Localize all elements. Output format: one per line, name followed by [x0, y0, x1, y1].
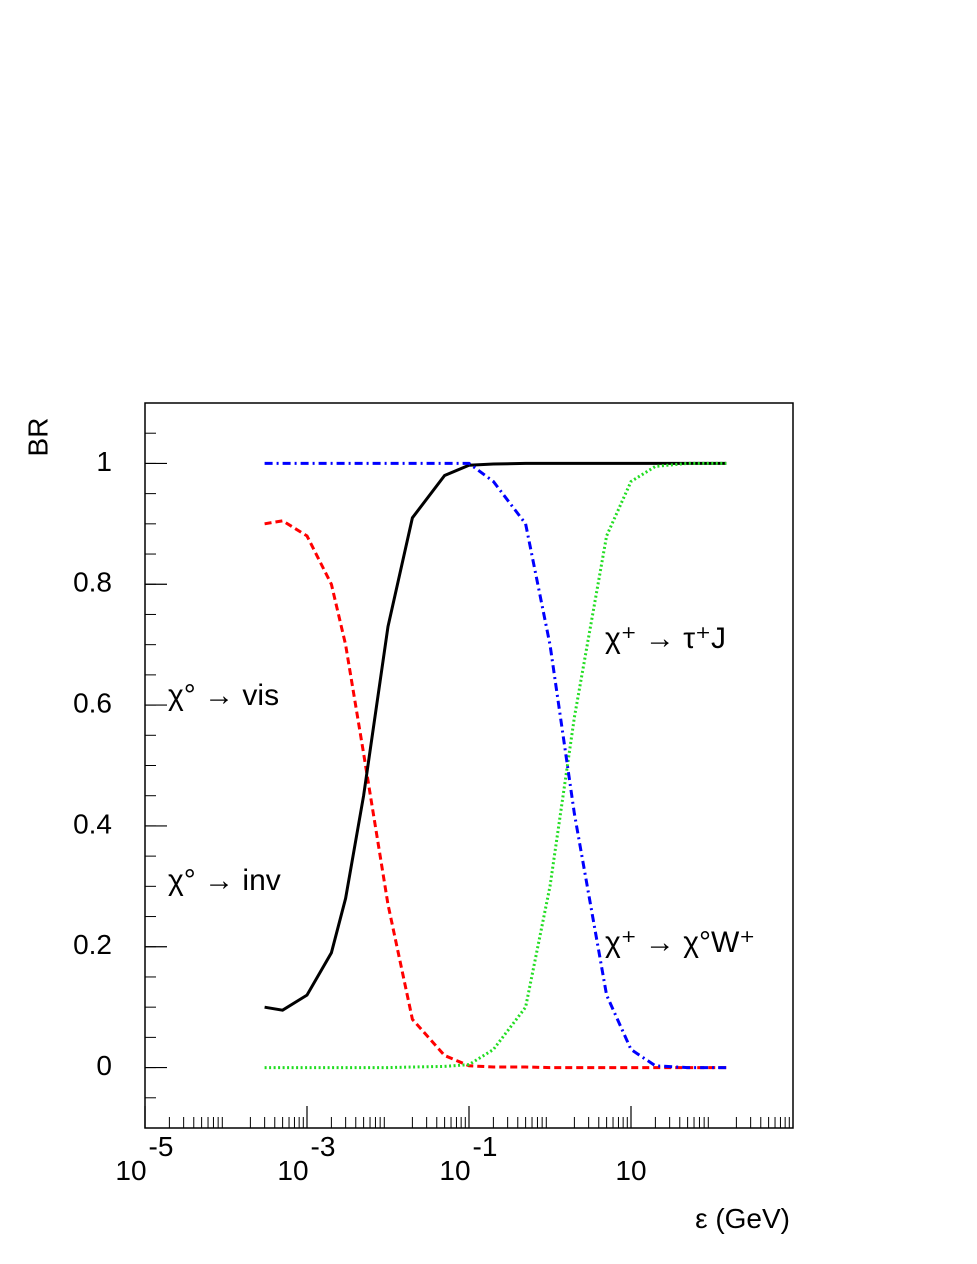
plot-frame	[144, 402, 794, 1129]
y-tick-label: 0.4	[73, 808, 112, 839]
x-tick-exponent: -1	[473, 1131, 498, 1162]
y-tick-label: 0.6	[73, 687, 112, 718]
y-tick-label: 0.8	[73, 567, 112, 598]
x-tick-label: 10	[615, 1155, 646, 1186]
x-tick-label: 10	[115, 1155, 146, 1186]
y-axis-label: BR	[22, 418, 53, 457]
y-tick-label: 0.2	[73, 929, 112, 960]
x-tick-label: 10	[439, 1155, 470, 1186]
x-tick-exponent: -3	[311, 1131, 336, 1162]
series-label: χ° → inv	[168, 864, 281, 897]
series-label: χ⁺ → τ⁺J	[605, 622, 726, 655]
series-line	[264, 461, 727, 1070]
x-tick-label: 10	[277, 1155, 308, 1186]
y-tick-label: 1	[96, 446, 112, 477]
series-label: χ⁺ → χ°W⁺	[605, 926, 755, 959]
series-line	[264, 461, 727, 1070]
x-axis-label: ε (GeV)	[695, 1203, 790, 1234]
x-tick-exponent: -5	[149, 1131, 174, 1162]
series-label: χ° → vis	[168, 679, 279, 712]
series-line	[264, 519, 727, 1070]
y-tick-label: 0	[96, 1050, 112, 1081]
